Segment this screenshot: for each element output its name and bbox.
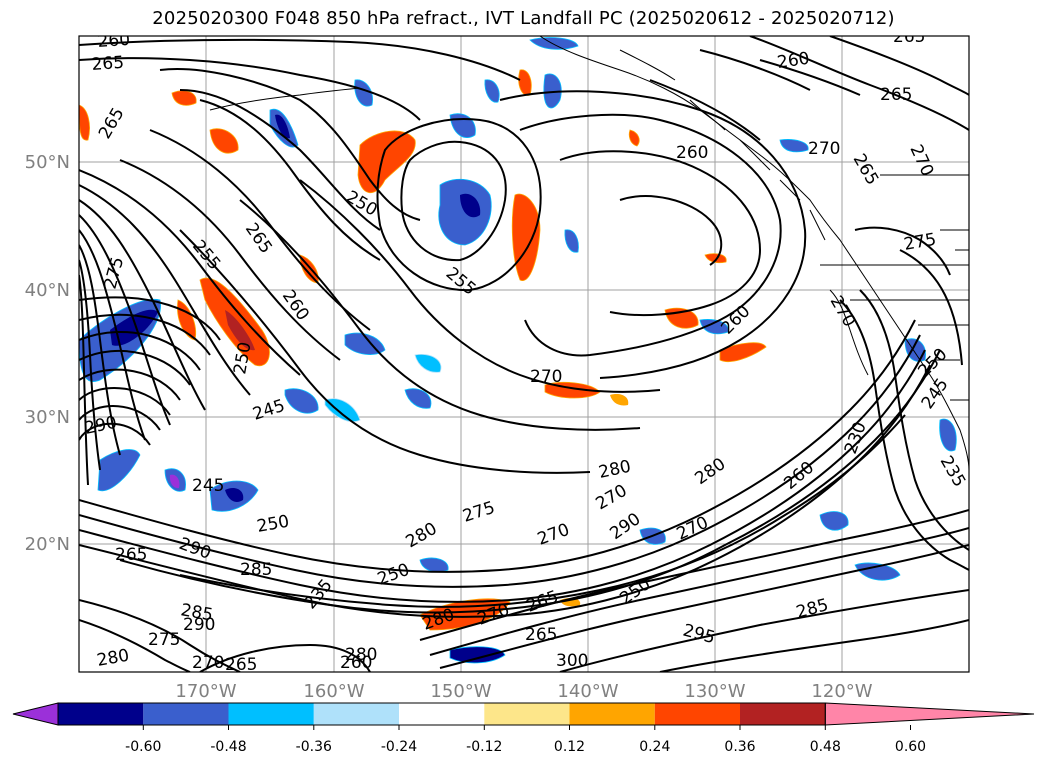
colorbar-segment [143, 703, 229, 725]
colorbar-ticks [142, 725, 911, 730]
map-title: 2025020300 F048 850 hPa refract., IVT La… [152, 8, 895, 29]
colorbar-frame [57, 702, 826, 726]
lat-label-20n: 20°N [25, 534, 70, 555]
colorbar-segment [654, 703, 740, 725]
contour-label: 245 [192, 476, 224, 496]
colorbar-tick-label: -0.24 [381, 739, 417, 755]
plot-frame [78, 35, 970, 673]
colorbar-extend-low [12, 702, 59, 726]
contour-label: 265 [525, 625, 557, 645]
colorbar-tick-label: 0.60 [895, 739, 926, 755]
contour-label: 260 [97, 30, 131, 52]
contour-label: 260 [340, 653, 372, 673]
lat-label-30n: 30°N [25, 407, 70, 428]
contour-label: 285 [240, 560, 272, 580]
contour-label: 265 [225, 655, 257, 675]
colorbar-segment [58, 703, 144, 725]
lat-label-50n: 50°N [25, 152, 70, 173]
colorbar-tick-label: 0.48 [810, 739, 841, 755]
colorbar-segment [484, 703, 570, 725]
contour-label: 270 [192, 653, 224, 673]
contour-label: 260 [776, 49, 811, 73]
contour-label: 270 [808, 139, 840, 159]
lon-label-130w: 130°W [684, 681, 745, 702]
colorbar-tick-label: 0.36 [724, 739, 755, 755]
latitude-labels: 50°N 40°N 30°N 20°N [25, 152, 70, 555]
contour-label: 265 [893, 27, 925, 47]
colorbar: -0.60 -0.48 -0.36 -0.24 -0.12 0.12 0.24 … [12, 702, 1035, 755]
colorbar-tick-labels: -0.60 -0.48 -0.36 -0.24 -0.12 0.12 0.24 … [125, 739, 926, 755]
colorbar-tick-label: 0.24 [639, 739, 670, 755]
colorbar-segment [313, 703, 399, 725]
contours [79, 36, 969, 672]
coastlines [209, 36, 969, 471]
contour-label: 280 [345, 645, 377, 665]
colorbar-tick-label: 0.12 [554, 739, 585, 755]
colorbar-extend-high [824, 702, 1035, 726]
colorbar-segment [399, 703, 485, 725]
colorbar-segment [569, 703, 655, 725]
contour-label: 260 [676, 143, 708, 163]
contour-label: 265 [880, 85, 912, 105]
colorbar-segment [228, 703, 314, 725]
contour-label: 300 [556, 651, 588, 671]
contour-label: 265 [115, 545, 147, 565]
contour-label: 270 [530, 367, 562, 387]
contour-label: 290 [183, 615, 215, 635]
contour-label: 275 [148, 630, 180, 650]
colorbar-tick-label: -0.12 [466, 739, 502, 755]
colorbar-segment [740, 703, 826, 725]
lon-label-170w: 170°W [175, 681, 236, 702]
lon-label-140w: 140°W [557, 681, 618, 702]
contour-label: 265 [91, 53, 125, 75]
lon-label-150w: 150°W [430, 681, 491, 702]
colorbar-tick-label: -0.60 [125, 739, 161, 755]
colorbar-tick-label: -0.48 [210, 739, 246, 755]
colorbar-tick-label: -0.36 [296, 739, 332, 755]
lon-label-160w: 160°W [303, 681, 364, 702]
lat-label-40n: 40°N [25, 280, 70, 301]
lon-label-120w: 120°W [811, 681, 872, 702]
longitude-labels: 170°W 160°W 150°W 140°W 130°W 120°W [175, 681, 872, 702]
